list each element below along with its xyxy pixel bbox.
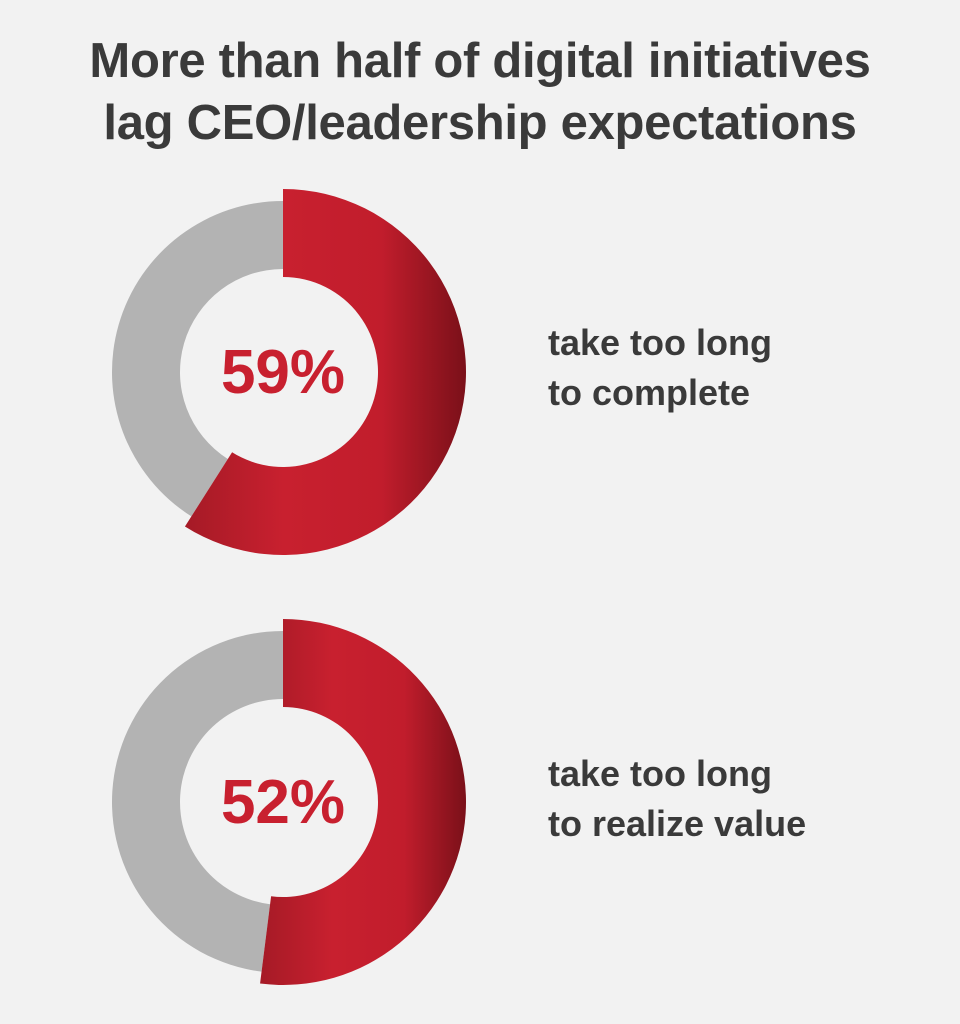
caption-line-1: take too long <box>548 322 772 363</box>
caption-line-2: to complete <box>548 372 751 413</box>
donut-slice-value <box>260 619 467 985</box>
donut-chart-complete: 59% <box>95 172 495 572</box>
donut-caption-complete: take too long to complete <box>548 318 772 418</box>
donut-slice-complete <box>184 189 467 555</box>
title-line-2: lag CEO/leadership expectations <box>103 96 857 150</box>
page-title: More than half of digital initiatives la… <box>0 30 960 154</box>
title-line-1: More than half of digital initiatives <box>89 34 871 88</box>
caption-line-2: to realize value <box>548 803 807 844</box>
donut-svg-value: 52% <box>112 619 467 985</box>
donut-value-label-complete: 59% <box>221 338 345 407</box>
donut-caption-value: take too long to realize value <box>548 749 806 849</box>
donut-track-value <box>112 631 283 972</box>
donut-track-complete <box>111 201 283 517</box>
donut-value-label-value: 52% <box>221 768 345 837</box>
caption-line-1: take too long <box>548 753 772 794</box>
donut-svg-complete: 59% <box>111 189 467 555</box>
donut-chart-value: 52% <box>95 602 495 1002</box>
